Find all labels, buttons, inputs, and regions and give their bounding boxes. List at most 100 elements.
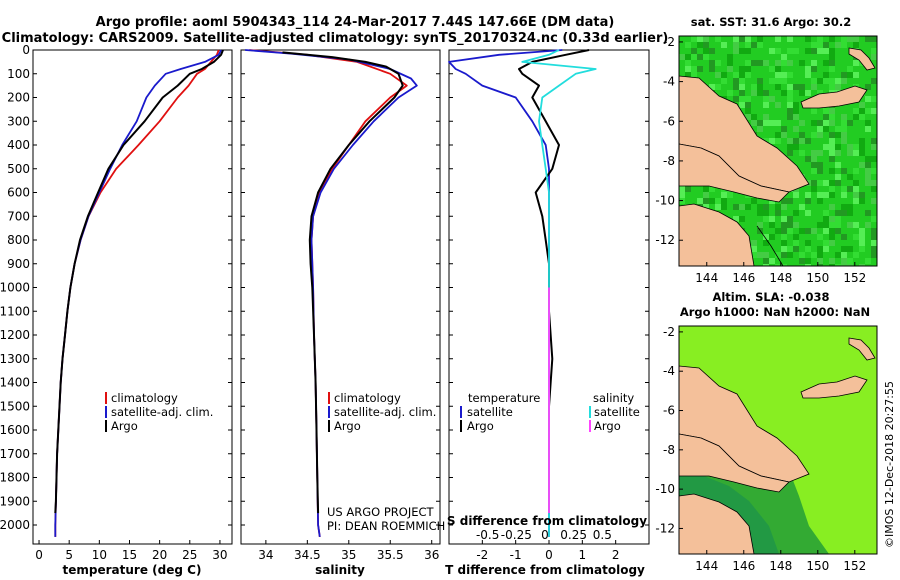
- legend-t-argo: Argo: [467, 419, 494, 433]
- sst-cell: [751, 90, 757, 96]
- sst-cell: [829, 60, 835, 66]
- sst-cell: [853, 150, 859, 156]
- sst-cell: [841, 78, 847, 84]
- sst-cell: [817, 180, 823, 186]
- ytick-label: 700: [7, 209, 30, 223]
- sst-cell: [775, 78, 781, 84]
- sst-cell: [781, 246, 787, 252]
- sst-cell: [757, 222, 763, 228]
- sst-cell: [817, 162, 823, 168]
- sst-cell: [859, 102, 865, 108]
- ytick-label: 2000: [0, 518, 30, 532]
- sst-cell: [805, 90, 811, 96]
- sst-cell: [751, 252, 757, 258]
- sst-cell: [823, 114, 829, 120]
- sst-cell: [709, 66, 715, 72]
- legend-salinity-header: salinity: [593, 391, 634, 405]
- map-ytick-label: -8: [663, 443, 675, 457]
- sst-cell: [853, 168, 859, 174]
- series-line-argo: [54, 49, 224, 514]
- sst-cell: [739, 48, 745, 54]
- xtick-label: 0: [35, 548, 43, 562]
- sst-cell: [799, 258, 805, 264]
- sst-cell: [751, 246, 757, 252]
- sst-cell: [799, 252, 805, 258]
- xtick-label: 35.5: [377, 548, 404, 562]
- sst-cell: [835, 78, 841, 84]
- sst-cell: [793, 138, 799, 144]
- map-xtick-label: 152: [843, 559, 866, 573]
- sst-cell: [829, 108, 835, 114]
- xtick-label: 1: [579, 548, 587, 562]
- sst-cell: [817, 132, 823, 138]
- sst-cell: [871, 96, 877, 102]
- sst-cell: [793, 126, 799, 132]
- sst-cell: [763, 60, 769, 66]
- sst-cell: [829, 144, 835, 150]
- sst-cell: [859, 264, 865, 266]
- sst-cell: [841, 234, 847, 240]
- sst-cell: [745, 66, 751, 72]
- map-ytick-label: -10: [655, 482, 675, 496]
- sst-cell: [841, 246, 847, 252]
- title-line-2: Climatology: CARS2009. Satellite-adjuste…: [2, 31, 669, 46]
- sst-cell: [859, 240, 865, 246]
- ytick-label: 900: [7, 257, 30, 271]
- sst-cell: [835, 222, 841, 228]
- sst-cell: [721, 42, 727, 48]
- sst-cell: [859, 162, 865, 168]
- legend-s-argo: Argo: [594, 419, 621, 433]
- sst-cell: [781, 132, 787, 138]
- sst-cell: [793, 234, 799, 240]
- sst-cell: [835, 228, 841, 234]
- sst-cell: [871, 144, 877, 150]
- sst-cell: [721, 192, 727, 198]
- sst-cell: [853, 192, 859, 198]
- sst-cell: [799, 138, 805, 144]
- sst-cell: [799, 150, 805, 156]
- sst-cell: [787, 90, 793, 96]
- sst-cell: [769, 78, 775, 84]
- sst-cell: [829, 66, 835, 72]
- sst-cell: [745, 96, 751, 102]
- ytick-label: 800: [7, 233, 30, 247]
- sst-cell: [835, 144, 841, 150]
- sst-cell: [793, 84, 799, 90]
- sst-cell: [781, 222, 787, 228]
- sst-cell: [871, 186, 877, 192]
- sla-land-new-britain: [800, 375, 868, 399]
- sst-cell: [721, 198, 727, 204]
- sst-cell: [757, 36, 763, 42]
- salinity-xlabel: salinity: [315, 563, 365, 577]
- sst-cell: [853, 186, 859, 192]
- sst-cell: [781, 90, 787, 96]
- sst-cell: [781, 252, 787, 258]
- s-tick-label: -0.25: [501, 528, 532, 542]
- sst-cell: [805, 210, 811, 216]
- sst-cell: [775, 84, 781, 90]
- sst-cell: [811, 150, 817, 156]
- s-tick-label: -0.5: [476, 528, 499, 542]
- sst-cell: [817, 90, 823, 96]
- sst-cell: [805, 264, 811, 266]
- sst-cell: [817, 48, 823, 54]
- sst-cell: [853, 114, 859, 120]
- sst-cell: [805, 156, 811, 162]
- sst-cell: [871, 156, 877, 162]
- temperature-panel: 0100200300400500600700800900100011001200…: [0, 43, 233, 577]
- sst-cell: [865, 120, 871, 126]
- sst-cell: [721, 204, 727, 210]
- sst-cell: [763, 114, 769, 120]
- sst-cell: [829, 222, 835, 228]
- sst-cell: [715, 198, 721, 204]
- sst-cell: [787, 150, 793, 156]
- sst-cell: [757, 120, 763, 126]
- legend-satellite: satellite-adj. clim.: [111, 405, 213, 419]
- sst-cell: [805, 228, 811, 234]
- sst-cell: [763, 252, 769, 258]
- sst-cell: [841, 72, 847, 78]
- sst-cell: [823, 246, 829, 252]
- sst-cell: [829, 168, 835, 174]
- sst-cell: [679, 192, 685, 198]
- sst-cell: [865, 168, 871, 174]
